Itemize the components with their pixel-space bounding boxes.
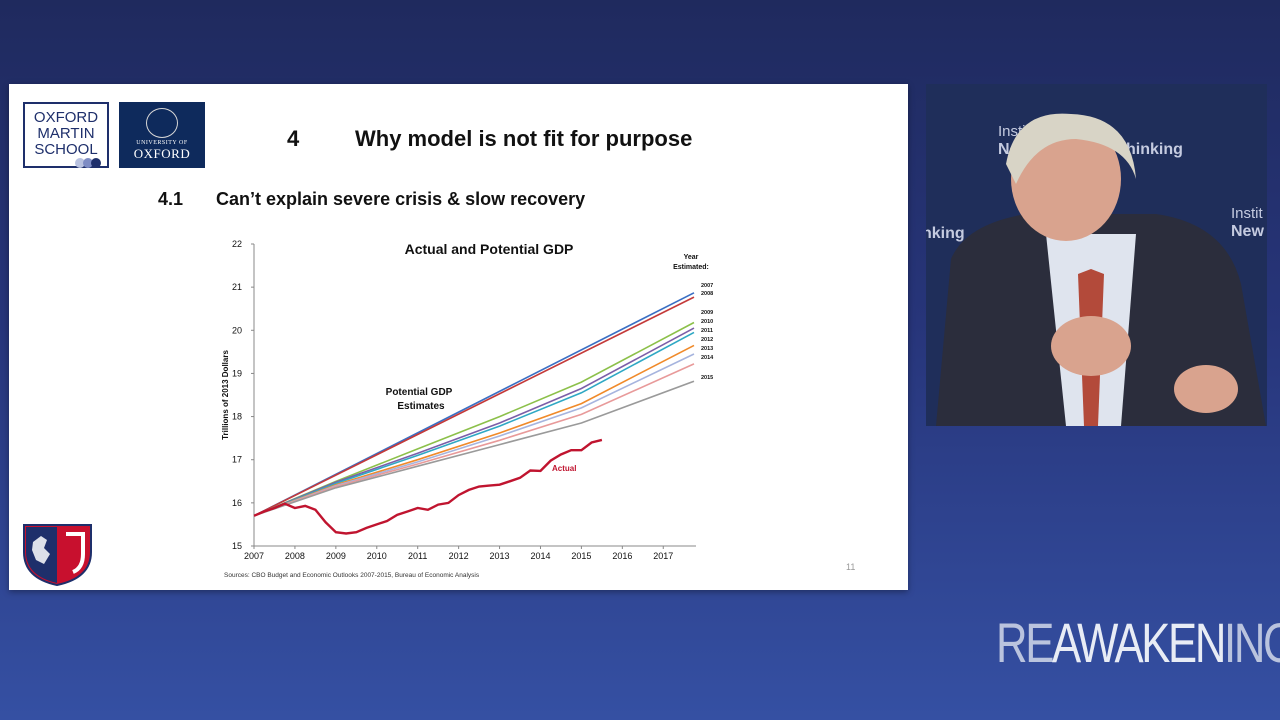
oxford-martin-school-logo: OXFORD MARTIN SCHOOL [23,102,109,168]
brand-pre: RE [996,611,1054,674]
x-tick-label: 2013 [490,551,510,561]
y-tick-label: 15 [232,541,242,551]
series-line-2015 [253,380,695,517]
logo-line: SCHOOL [34,141,98,158]
series-line-2008 [253,296,695,517]
annotation-potential-line2: Estimates [397,401,445,412]
series-line-2009 [253,321,695,517]
annotation-potential-line1: Potential GDP [386,387,453,398]
college-crest-icon [23,524,92,587]
logo-line: OXFORD [33,109,99,126]
y-tick-label: 18 [232,412,242,422]
legend-label-2009: 2009 [701,310,713,316]
x-tick-label: 2015 [571,551,591,561]
legend-label-2015: 2015 [701,375,713,381]
y-tick-label: 21 [232,282,242,292]
legend-label-2008: 2008 [701,291,713,297]
y-tick-label: 16 [232,498,242,508]
legend-title-line1: Year [684,254,699,261]
y-axis-label: Trillions of 2013 Dollars [221,350,230,440]
speaker-video-panel: Instit New Economic Thinking nking Insti… [926,84,1267,426]
chart-title: Actual and Potential GDP [405,241,574,257]
logo-big-text: OXFORD [133,146,191,161]
presentation-slide: OXFORD MARTIN SCHOOL UNIVERSITY OF OXFOR… [9,84,908,590]
slide-subtitle: 4.1 Can’t explain severe crisis & slow re… [158,189,585,210]
series-line-2014 [253,363,695,517]
y-tick-label: 19 [232,368,242,378]
backdrop-text: Instit [1231,205,1264,222]
series-line-actual [253,438,603,535]
y-tick-label: 22 [232,239,242,249]
annotation-actual: Actual [552,464,576,473]
series-line-2012 [253,344,695,517]
series-line-2010 [253,327,695,517]
legend-label-2013: 2013 [701,346,713,352]
university-of-oxford-logo: UNIVERSITY OF OXFORD [119,102,205,168]
y-tick-label: 20 [232,325,242,335]
speaker-video-image: Instit New Economic Thinking nking Insti… [926,84,1267,426]
legend-label-2012: 2012 [701,337,713,343]
x-tick-label: 2007 [244,551,264,561]
x-tick-label: 2009 [326,551,346,561]
subtitle-number: 4.1 [158,189,184,209]
y-tick-label: 17 [232,455,242,465]
legend-title-line2: Estimated: [673,264,709,271]
brand-post: ING [1224,611,1280,674]
logo-dots [75,156,101,172]
subtitle-text: Can’t explain severe crisis & slow recov… [216,189,586,209]
x-tick-label: 2012 [449,551,469,561]
chart-series [253,292,695,535]
x-tick-label: 2017 [653,551,673,561]
slide-title: 4 Why model is not fit for purpose [287,126,692,152]
legend-label-2014: 2014 [701,355,714,361]
series-line-2011 [253,331,695,517]
backdrop-text: nking [926,225,965,242]
logo-small-text: UNIVERSITY OF [136,140,188,146]
chart-labels: Actual and Potential GDP Year Estimated: 20… [224,241,714,579]
x-tick-label: 2014 [530,551,550,561]
x-tick-label: 2016 [612,551,632,561]
oxford-crest-icon [146,108,178,138]
brand-main: AWAKEN [1052,611,1226,674]
x-tick-label: 2008 [285,551,305,561]
chart-source: Sources: CBO Budget and Economic Outlook… [224,572,480,579]
chart-axes: 15 16 17 18 19 20 21 22 2007 2008 2009 2010 2011 2012… [221,239,696,561]
gdp-chart: 15 16 17 18 19 20 21 22 2007 2008 2009 2010 2011 2012… [221,239,714,579]
page-number: 11 [846,562,856,572]
legend-label-2007: 2007 [701,283,713,289]
logo-line: MARTIN [37,125,95,142]
legend-label-2010: 2010 [701,319,713,325]
legend-label-2011: 2011 [701,328,713,334]
backdrop-text: New [1231,223,1264,240]
x-tick-label: 2011 [408,551,427,561]
title-number: 4 [287,126,300,151]
x-tick-label: 2010 [367,551,387,561]
reawakening-brand: REAWAKENING [996,610,1280,675]
title-text: Why model is not fit for purpose [355,126,693,151]
